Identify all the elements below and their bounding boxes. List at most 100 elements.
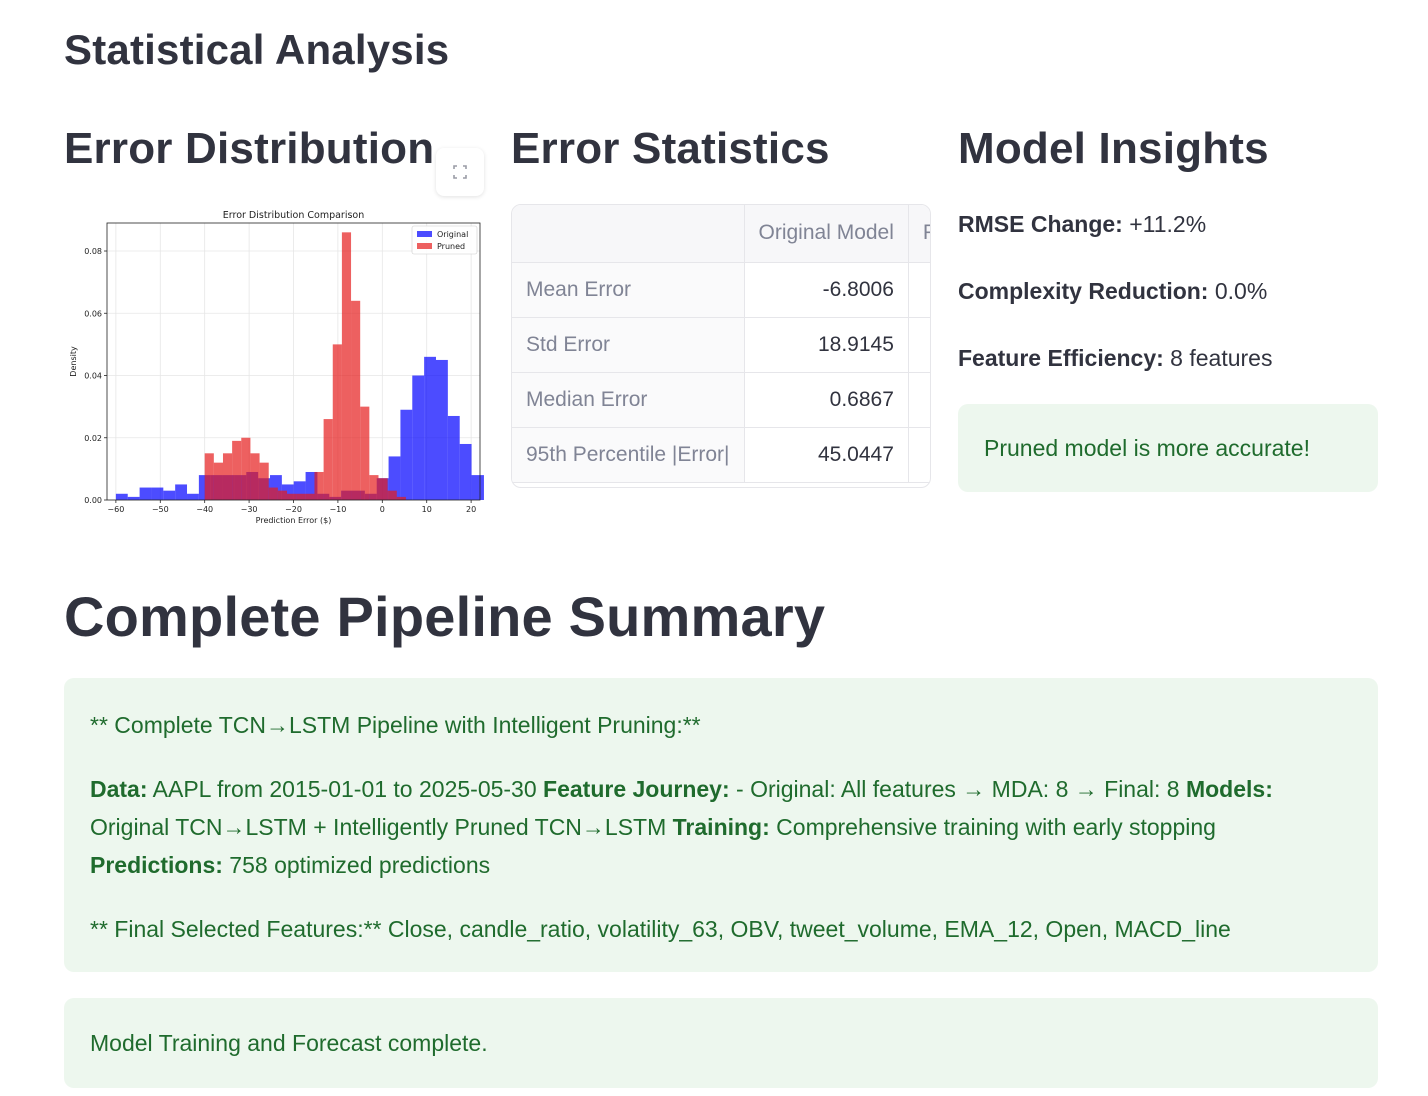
table-header-corner xyxy=(512,205,745,263)
bar-original xyxy=(281,484,294,500)
row-label: Mean Error xyxy=(512,262,745,318)
table-row: Median Error 0.6867 xyxy=(512,372,930,428)
table-header-pruned[interactable]: P xyxy=(908,205,930,263)
bar-original xyxy=(293,481,306,500)
row-value-original: 45.0447 xyxy=(744,427,909,483)
bar-pruned xyxy=(378,478,388,500)
pipeline-summary-box: ** Complete TCN→LSTM Pipeline with Intel… xyxy=(64,678,1378,972)
x-tick-label: 10 xyxy=(422,505,432,514)
feature-label: Feature Efficiency: xyxy=(958,345,1164,371)
row-value-pruned xyxy=(908,317,930,373)
x-tick-label: −50 xyxy=(152,505,169,514)
bar-pruned xyxy=(323,419,333,500)
table-row: 95th Percentile |Error| 45.0447 xyxy=(512,427,930,483)
bar-pruned xyxy=(241,437,251,500)
table-row: Std Error 18.9145 xyxy=(512,317,930,373)
bar-original xyxy=(483,475,484,500)
model-insights-title: Model Insights xyxy=(958,124,1269,173)
x-tick-label: 20 xyxy=(466,505,476,514)
bar-original xyxy=(471,475,484,500)
journey-value: - Original: All features → MDA: 8 → Fina… xyxy=(729,776,1186,802)
predictions-value: 758 optimized predictions xyxy=(222,852,491,878)
table-header-original[interactable]: Original Model xyxy=(744,205,909,263)
bar-pruned xyxy=(369,475,379,500)
pipeline-summary-title: Complete Pipeline Summary xyxy=(64,585,826,648)
bar-pruned xyxy=(296,493,306,500)
feature-efficiency: Feature Efficiency: 8 features xyxy=(958,338,1378,405)
bar-original xyxy=(175,484,188,500)
bar-original xyxy=(127,496,140,500)
summary-heading: ** Complete TCN→LSTM Pipeline with Intel… xyxy=(90,712,701,738)
data-value: AAPL from 2015-01-01 to 2025-05-30 xyxy=(147,776,544,802)
x-tick-label: −20 xyxy=(285,505,302,514)
complexity-label: Complexity Reduction: xyxy=(958,278,1209,304)
error-statistics-title: Error Statistics xyxy=(511,124,830,173)
bar-pruned xyxy=(351,300,361,500)
histogram-svg: −60 −50 −40 −30 −20 −10 0 10 20 0.00 0.02 0.04 0.06 0… xyxy=(69,210,484,525)
bar-original xyxy=(139,487,152,500)
row-value-pruned xyxy=(908,372,930,428)
complexity-reduction: Complexity Reduction: 0.0% xyxy=(958,271,1378,338)
completion-alert: Model Training and Forecast complete. xyxy=(64,998,1378,1088)
bar-pruned xyxy=(250,453,260,500)
complexity-value: 0.0% xyxy=(1208,278,1268,304)
bar-original xyxy=(163,490,176,500)
row-value-pruned xyxy=(908,427,930,483)
training-value: Comprehensive training with early stoppi… xyxy=(769,814,1216,840)
y-tick-label: 0.00 xyxy=(84,496,102,505)
bar-pruned xyxy=(204,453,214,500)
bar-pruned xyxy=(360,406,370,500)
x-tick-label: −60 xyxy=(107,505,124,514)
x-tick-label: −40 xyxy=(196,505,213,514)
bar-pruned xyxy=(268,487,278,500)
bar-pruned xyxy=(287,493,297,500)
rmse-change: RMSE Change: +11.2% xyxy=(958,204,1378,271)
bar-original xyxy=(424,356,436,500)
bar-pruned xyxy=(213,462,223,500)
models-label: Models: xyxy=(1185,776,1273,802)
bar-original xyxy=(305,471,318,500)
x-tick-label: −10 xyxy=(329,505,346,514)
legend-label: Original xyxy=(437,230,468,239)
row-value-pruned xyxy=(908,262,930,318)
error-distribution-chart: −60 −50 −40 −30 −20 −10 0 10 20 0.00 0.02 0.04 0.06 0… xyxy=(64,200,484,535)
row-label: Std Error xyxy=(512,317,745,373)
model-insights: RMSE Change: +11.2% Complexity Reduction… xyxy=(958,204,1378,405)
data-label: Data: xyxy=(90,776,148,802)
completion-message: Model Training and Forecast complete. xyxy=(90,1029,488,1056)
rmse-label: RMSE Change: xyxy=(958,211,1123,237)
fullscreen-button[interactable] xyxy=(436,148,484,196)
training-label: Training: xyxy=(672,814,770,840)
bar-pruned xyxy=(332,344,342,500)
bar-original xyxy=(412,375,425,500)
x-axis-label: Prediction Error ($) xyxy=(256,516,332,525)
bar-pruned xyxy=(277,490,288,500)
y-tick-label: 0.06 xyxy=(84,309,102,318)
y-tick-label: 0.02 xyxy=(84,434,102,443)
bar-original xyxy=(151,487,164,500)
bar-original xyxy=(115,493,128,500)
table-header-row: Original Model P xyxy=(512,205,930,263)
bar-original xyxy=(187,493,199,500)
section-title: Statistical Analysis xyxy=(64,26,450,73)
predictions-label: Predictions: xyxy=(90,852,223,878)
error-distribution-title: Error Distribution xyxy=(64,124,435,173)
error-statistics-table[interactable]: Original Model P Mean Error -6.8006 Std … xyxy=(511,204,931,488)
chart-title: Error Distribution Comparison xyxy=(223,210,365,221)
success-alert: Pruned model is more accurate! xyxy=(958,404,1378,492)
y-tick-label: 0.04 xyxy=(84,372,102,381)
bar-pruned xyxy=(341,232,352,500)
row-value-original: 0.6867 xyxy=(744,372,909,428)
x-tick-label: 0 xyxy=(380,505,385,514)
summary-details: Data: AAPL from 2015-01-01 to 2025-05-30… xyxy=(90,770,1352,884)
expand-icon xyxy=(453,165,467,179)
bar-pruned xyxy=(222,453,233,500)
legend-swatch xyxy=(417,231,432,237)
legend-label: Pruned xyxy=(437,242,465,251)
x-tick-label: −30 xyxy=(241,505,258,514)
bar-pruned xyxy=(232,440,242,500)
bar-pruned xyxy=(259,462,269,500)
bar-original xyxy=(459,443,472,500)
models-value: Original TCN→LSTM + Intelligently Pruned… xyxy=(90,814,673,840)
summary-features: ** Final Selected Features:** Close, can… xyxy=(90,916,1231,942)
